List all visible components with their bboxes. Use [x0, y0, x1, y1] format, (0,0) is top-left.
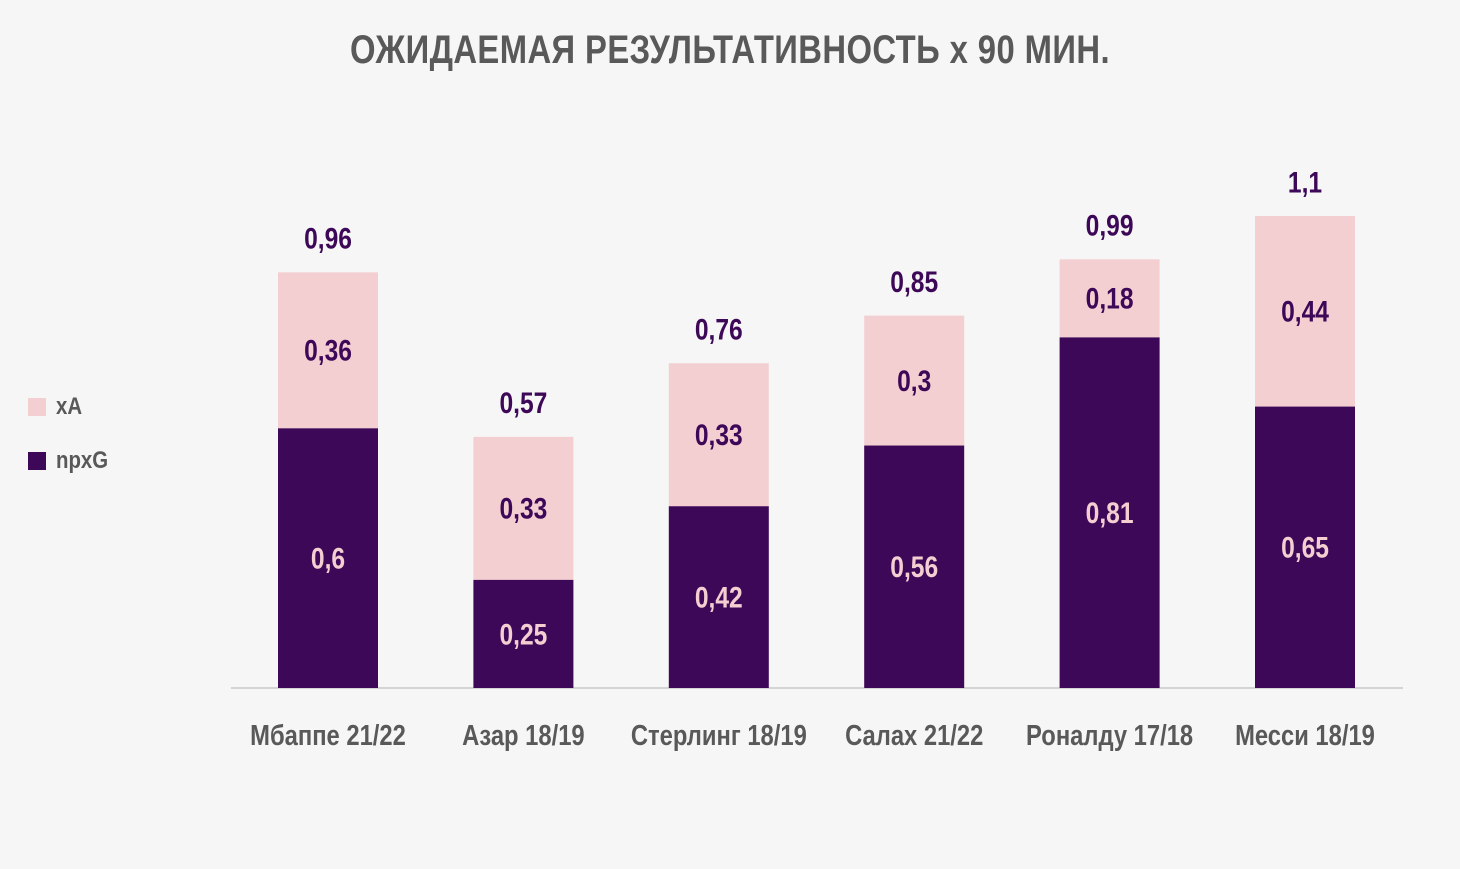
x-tick-label-0: Мбаппе 21/22	[250, 719, 406, 752]
data-label-npxg-1: 0,25	[499, 617, 547, 651]
legend-item-xa: xA	[28, 392, 117, 422]
total-label-0: 0,96	[304, 221, 352, 255]
legend-swatch-npxg	[28, 452, 46, 470]
legend: xA npxG	[28, 392, 117, 500]
data-label-npxg-0: 0,6	[311, 541, 345, 575]
data-label-xa-2: 0,33	[695, 418, 743, 452]
data-label-xa-4: 0,18	[1086, 281, 1134, 315]
bar-npxg-2	[668, 506, 769, 688]
data-label-xa-5: 0,44	[1281, 294, 1330, 328]
chart-title: ОЖИДАЕМАЯ РЕЗУЛЬТАТИВНОСТЬ х 90 МИН.	[350, 28, 1110, 72]
bar-npxg-5	[1255, 406, 1355, 688]
total-label-2: 0,76	[695, 312, 743, 346]
total-label-1: 0,57	[499, 386, 547, 420]
legend-label-npxg: npxG	[56, 447, 109, 474]
bar-xa-2	[668, 363, 769, 507]
x-tick-label-3: Салах 21/22	[845, 719, 983, 752]
bar-xa-4	[1059, 259, 1160, 338]
data-label-xa-3: 0,3	[897, 364, 931, 398]
data-label-xa-1: 0,33	[499, 491, 547, 525]
bar-npxg-1	[473, 579, 574, 688]
bar-npxg-4	[1059, 337, 1160, 688]
x-tick-label-1: Азар 18/19	[462, 719, 584, 752]
data-label-npxg-4: 0,81	[1086, 496, 1134, 530]
legend-label-xa: xA	[56, 393, 83, 420]
x-tick-label-4: Роналду 17/18	[1026, 719, 1193, 752]
bar-npxg-3	[864, 445, 965, 688]
bar-xa-0	[278, 272, 378, 429]
data-label-npxg-2: 0,42	[695, 580, 743, 614]
bar-xa-1	[473, 436, 574, 580]
legend-item-npxg: npxG	[28, 446, 117, 476]
bar-npxg-0	[278, 428, 378, 688]
total-label-4: 0,99	[1086, 208, 1134, 242]
legend-swatch-xa	[28, 398, 46, 416]
data-label-xa-0: 0,36	[304, 333, 352, 367]
bar-xa-5	[1255, 216, 1355, 407]
bar-xa-3	[864, 315, 965, 446]
x-tick-label-2: Стерлинг 18/19	[631, 719, 807, 752]
x-tick-label-5: Месси 18/19	[1235, 719, 1375, 752]
total-label-3: 0,85	[890, 265, 938, 299]
total-label-5: 1,1	[1288, 165, 1322, 199]
data-label-npxg-5: 0,65	[1281, 530, 1329, 564]
data-label-npxg-3: 0,56	[890, 550, 938, 584]
